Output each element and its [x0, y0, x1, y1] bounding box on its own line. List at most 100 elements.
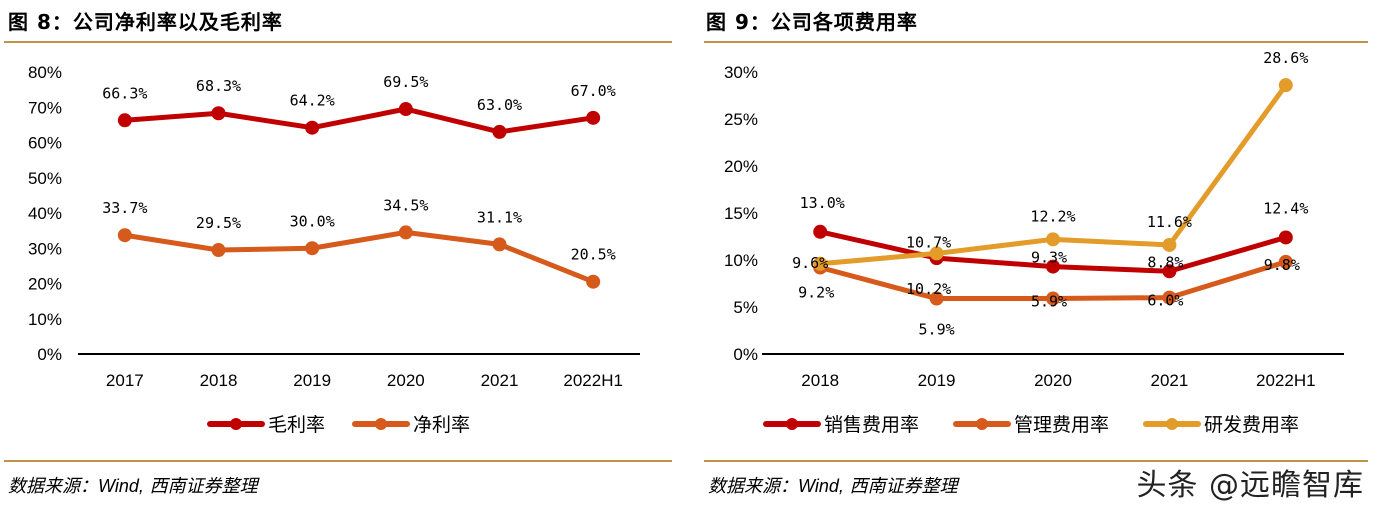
data-label: 8.8% — [1147, 253, 1183, 271]
x-tick-label: 2019 — [918, 371, 956, 390]
data-label: 11.6% — [1147, 213, 1192, 231]
y-tick-label: 70% — [28, 98, 62, 117]
y-tick-label: 40% — [28, 204, 62, 223]
y-tick-label: 50% — [28, 169, 62, 188]
legend-item: 销售费用率 — [763, 414, 919, 436]
data-label: 9.2% — [798, 284, 834, 302]
x-tick-label: 2018 — [200, 371, 238, 390]
data-point — [492, 124, 507, 139]
y-tick-label: 15% — [724, 204, 758, 223]
y-tick-label: 0% — [37, 345, 62, 364]
data-point — [1278, 230, 1293, 245]
data-label: 10.2% — [906, 280, 951, 298]
y-tick-label: 25% — [724, 110, 758, 129]
data-label: 30.0% — [290, 212, 335, 230]
data-point — [117, 113, 132, 128]
data-label: 33.7% — [102, 199, 147, 217]
x-tick-label: 2021 — [1150, 371, 1188, 390]
source-wind: Wind, — [98, 476, 144, 496]
data-point — [305, 120, 320, 135]
y-tick-label: 30% — [28, 239, 62, 258]
data-label: 9.8% — [1264, 256, 1300, 274]
data-label: 9.3% — [1031, 249, 1067, 267]
source-suffix: 西南证券整理 — [843, 476, 958, 497]
data-label: 10.7% — [906, 233, 951, 251]
data-point — [813, 224, 828, 239]
data-point — [813, 256, 828, 271]
source-note: 数据来源：Wind, 西南证券整理 — [708, 472, 958, 498]
source-divider — [704, 460, 1368, 462]
x-tick-label: 2020 — [387, 371, 425, 390]
data-label: 6.0% — [1147, 292, 1183, 310]
figure-9-panel: 图 9：公司各项费用率 0% 5% 10% 15% 20% 25% 30% 2018 2019 2… — [700, 0, 1368, 508]
data-label: 20.5% — [571, 246, 616, 264]
margin-chart: 0% 10% 20% 30% 40% 50% 60% 70% 80% 2017 2018 2019 20… — [28, 63, 640, 436]
data-label: 31.1% — [477, 208, 522, 226]
data-label: 67.0% — [571, 82, 616, 100]
x-tick-label: 2020 — [1034, 371, 1072, 390]
legend-label: 研发费用率 — [1204, 414, 1299, 436]
data-point — [929, 246, 944, 261]
legend-marker — [1166, 418, 1178, 430]
source-divider — [4, 460, 672, 462]
data-point — [492, 237, 507, 252]
legend-label: 毛利率 — [268, 414, 325, 436]
data-point — [929, 291, 944, 306]
data-point — [1046, 291, 1060, 306]
x-tick-label: 2019 — [293, 371, 331, 390]
y-tick-label: 20% — [28, 275, 62, 294]
data-label: 69.5% — [383, 73, 428, 91]
data-point — [1162, 290, 1177, 305]
figure-8-panel: 图 8：公司净利率以及毛利率 0% 10% 20% 30% 40% 50% 60% 70% 80… — [0, 0, 672, 508]
source-prefix: 数据来源： — [708, 476, 798, 497]
y-tick-label: 80% — [28, 63, 62, 82]
source-wind: Wind, — [798, 476, 844, 496]
data-point — [1162, 264, 1177, 279]
data-label: 66.3% — [102, 84, 147, 102]
legend-item: 毛利率 — [207, 414, 325, 436]
expense-ratio-chart: 0% 5% 10% 15% 20% 25% 30% 2018 2019 2020 2021 2022H… — [724, 49, 1344, 436]
data-point — [117, 228, 132, 243]
data-point — [1046, 259, 1060, 274]
legend-marker — [230, 418, 242, 430]
data-label: 29.5% — [196, 214, 241, 232]
data-point — [305, 241, 320, 256]
data-label: 68.3% — [196, 77, 241, 95]
data-point — [1162, 237, 1177, 252]
y-tick-label: 60% — [28, 134, 62, 153]
legend-marker — [786, 418, 798, 430]
data-label: 34.5% — [383, 196, 428, 214]
legend-item: 净利率 — [352, 414, 470, 436]
data-point — [1278, 78, 1293, 93]
watermark: 头条 @远瞻智库 — [1136, 468, 1364, 503]
data-label: 12.2% — [1030, 207, 1075, 225]
data-point — [1278, 254, 1293, 269]
data-label: 9.6% — [792, 254, 828, 272]
title-divider — [704, 41, 1368, 43]
y-tick-label: 10% — [724, 251, 758, 270]
data-point — [398, 102, 413, 117]
legend-marker — [375, 418, 387, 430]
legend-label: 管理费用率 — [1014, 414, 1109, 436]
source-suffix: 西南证券整理 — [143, 476, 258, 497]
legend-item: 研发费用率 — [1143, 414, 1299, 436]
data-point — [586, 274, 601, 289]
legend-marker — [976, 418, 988, 430]
source-prefix: 数据来源： — [8, 476, 98, 497]
data-point — [1046, 232, 1060, 247]
data-point — [211, 106, 226, 121]
x-tick-label: 2022H1 — [563, 371, 623, 390]
legend-label: 净利率 — [413, 414, 470, 436]
series-line-2 — [122, 229, 596, 285]
figure-9-title: 图 9：公司各项费用率 — [706, 10, 918, 34]
series-line-1 — [122, 106, 596, 135]
x-tick-label: 2017 — [106, 371, 144, 390]
y-tick-label: 30% — [724, 63, 758, 82]
x-tick-label: 2021 — [481, 371, 519, 390]
data-label: 5.9% — [919, 321, 955, 339]
data-label: 64.2% — [290, 92, 335, 110]
x-tick-label: 2022H1 — [1256, 371, 1316, 390]
legend-item: 管理费用率 — [953, 414, 1109, 436]
x-tick-label: 2018 — [801, 371, 839, 390]
title-divider — [4, 41, 672, 43]
